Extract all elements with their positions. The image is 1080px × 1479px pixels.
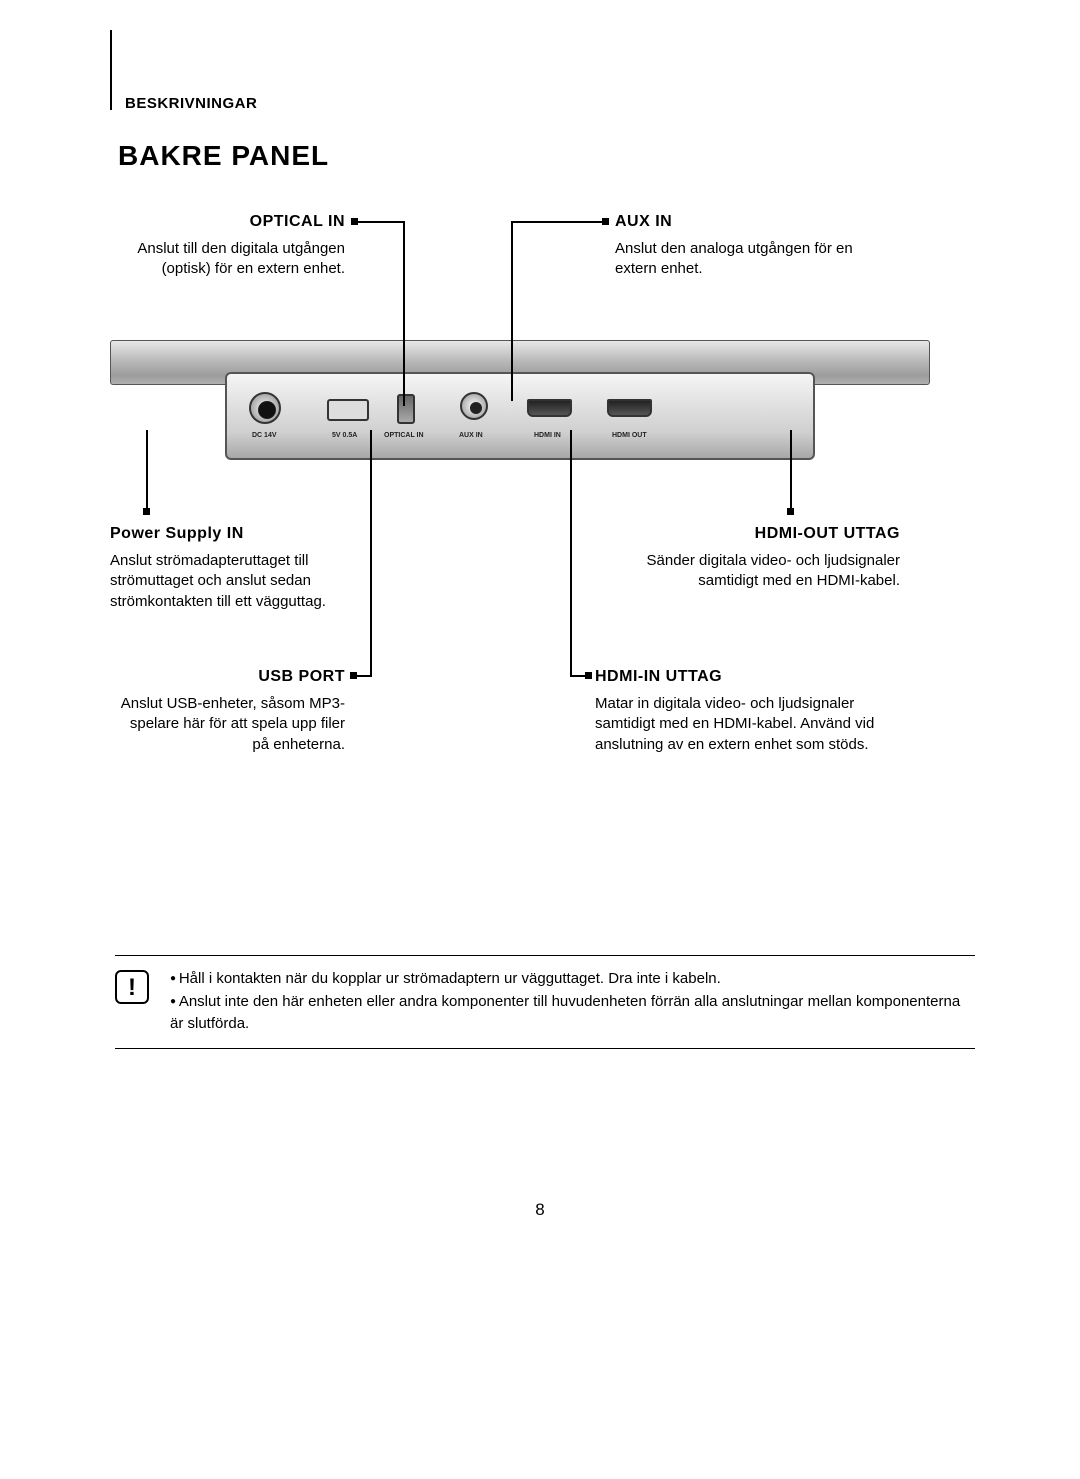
callout-power-in: Power Supply IN Anslut strömadapteruttag…	[110, 525, 370, 612]
callout-title-power: Power Supply IN	[110, 525, 370, 543]
usb-port	[327, 399, 369, 421]
caution-list: Håll i kontakten när du kopplar ur ström…	[170, 968, 975, 1036]
dc-label: DC 14V	[252, 432, 277, 439]
port-panel: DC 14V 5V 0.5A OPTICAL IN AUX IN HDMI IN…	[225, 372, 815, 460]
aux-label: AUX IN	[459, 432, 483, 439]
header-vertical-rule	[110, 30, 112, 110]
leader-line	[570, 430, 572, 675]
callout-desc-usb: Anslut USB-enheter, såsom MP3-spelare hä…	[110, 694, 345, 755]
leader-line	[355, 675, 372, 677]
aux-jack	[460, 392, 488, 420]
callout-optical-in: OPTICAL IN Anslut till den digitala utgå…	[110, 213, 345, 280]
callout-title-usb: USB PORT	[110, 668, 345, 686]
page-number: 8	[0, 1200, 1080, 1220]
caution-icon: !	[115, 970, 149, 1004]
hdmi-out-port	[607, 399, 652, 417]
caution-note: ! Håll i kontakten när du kopplar ur str…	[115, 955, 975, 1049]
hdmi-out-label: HDMI OUT	[612, 432, 647, 439]
caution-item: Håll i kontakten när du kopplar ur ström…	[170, 968, 975, 991]
rear-panel-diagram: DC 14V 5V 0.5A OPTICAL IN AUX IN HDMI IN…	[110, 340, 930, 470]
callout-desc-aux: Anslut den analoga utgången för en exter…	[615, 239, 895, 280]
callout-usb: USB PORT Anslut USB-enheter, såsom MP3-s…	[110, 668, 345, 755]
callout-title-aux: AUX IN	[615, 213, 895, 231]
leader-dot	[585, 672, 592, 679]
leader-line	[403, 221, 405, 406]
leader-dot	[143, 508, 150, 515]
leader-line	[511, 221, 513, 401]
callout-title-optical: OPTICAL IN	[110, 213, 345, 231]
leader-line	[146, 430, 148, 510]
leader-line	[511, 221, 604, 223]
callout-hdmi-out: HDMI-OUT UTTAG Sänder digitala video- oc…	[620, 525, 900, 592]
leader-line	[790, 430, 792, 510]
callout-desc-hdmi-out: Sänder digitala video- och ljudsignaler …	[620, 551, 900, 592]
leader-dot	[351, 218, 358, 225]
callout-hdmi-in: HDMI-IN UTTAG Matar in digitala video- o…	[595, 668, 905, 755]
callout-desc-power: Anslut strömadapteruttaget till strömutt…	[110, 551, 370, 612]
page-title: BAKRE PANEL	[118, 140, 329, 172]
caution-item: Anslut inte den här enheten eller andra …	[170, 991, 975, 1036]
optical-label: OPTICAL IN	[384, 432, 424, 439]
leader-dot	[787, 508, 794, 515]
callout-title-hdmi-in: HDMI-IN UTTAG	[595, 668, 905, 686]
hdmi-in-label: HDMI IN	[534, 432, 561, 439]
leader-dot	[350, 672, 357, 679]
callout-desc-optical: Anslut till den digitala utgången (optis…	[110, 239, 345, 280]
leader-line	[370, 430, 372, 675]
usb-label: 5V 0.5A	[332, 432, 357, 439]
hdmi-in-port	[527, 399, 572, 417]
dc-jack	[249, 392, 281, 424]
callout-desc-hdmi-in: Matar in digitala video- och ljudsignale…	[595, 694, 905, 755]
leader-line	[358, 221, 405, 223]
callout-title-hdmi-out: HDMI-OUT UTTAG	[620, 525, 900, 543]
optical-port	[397, 394, 415, 424]
breadcrumb: BESKRIVNINGAR	[125, 95, 257, 112]
callout-aux-in: AUX IN Anslut den analoga utgången för e…	[615, 213, 895, 280]
